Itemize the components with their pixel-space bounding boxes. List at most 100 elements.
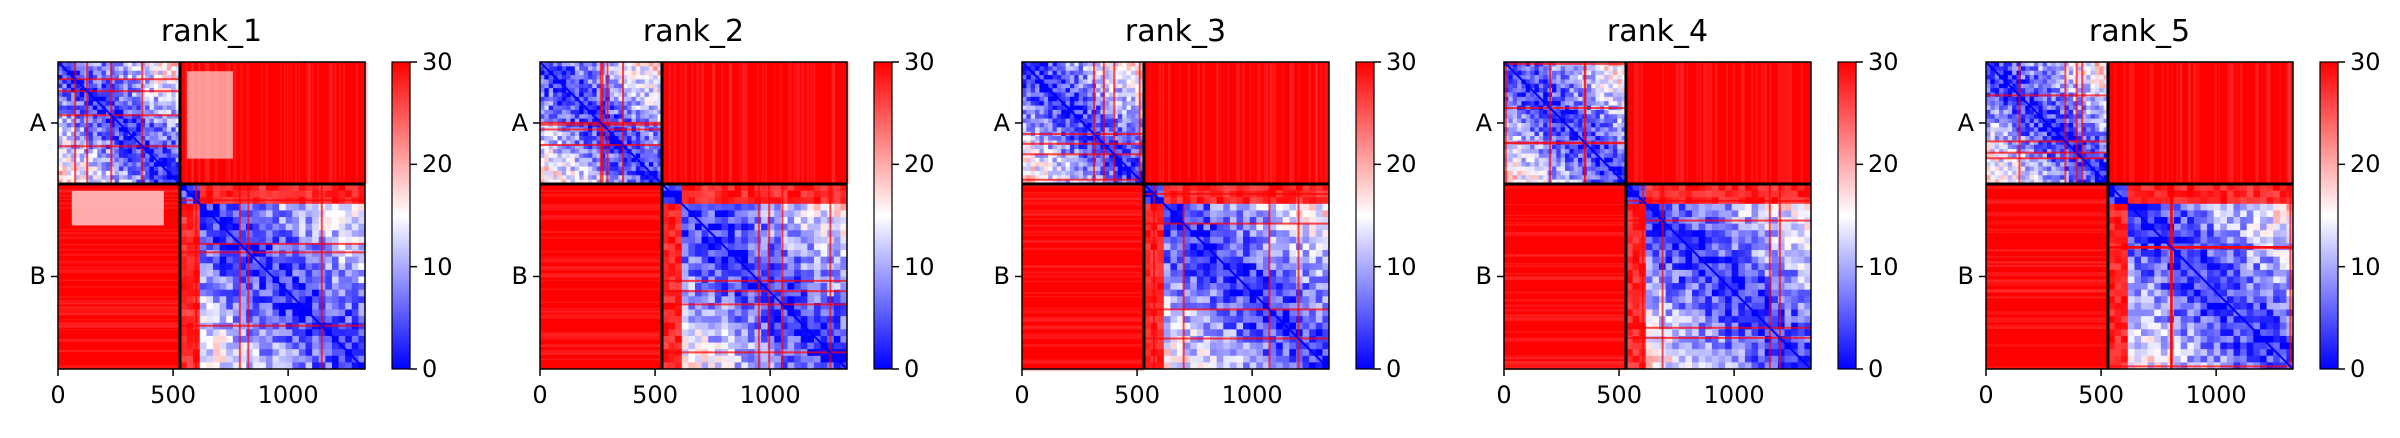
heatmap-cell [1039, 175, 1045, 181]
heatmap-cell [1052, 149, 1058, 154]
error-stripe [781, 183, 784, 369]
heatmap-cell [351, 210, 359, 218]
heatmap-cell [1139, 88, 1145, 93]
heatmap-cell [583, 109, 589, 115]
heatmap-cell [813, 210, 821, 218]
heatmap-cell [587, 131, 593, 137]
heatmap-cell [175, 170, 181, 176]
texture-line [1022, 291, 1144, 294]
heatmap-cell [1190, 283, 1198, 291]
heatmap-cell [833, 250, 841, 258]
heatmap-cell [162, 114, 168, 120]
heatmap-cell [1109, 166, 1114, 172]
heatmap-cell [609, 75, 615, 80]
heatmap-cell [331, 217, 339, 225]
heatmap-cell [1035, 88, 1040, 93]
heatmap-cell [631, 179, 637, 185]
heatmap-cell [570, 88, 576, 93]
heatmap-cell [807, 342, 815, 350]
heatmap-cell [566, 83, 571, 89]
heatmap-cell [232, 283, 240, 291]
heatmap-cell [118, 131, 124, 137]
heatmap-cell [162, 96, 168, 102]
heatmap-cell [1026, 114, 1032, 120]
heatmap-cell [331, 269, 339, 277]
heatmap-cell [226, 263, 234, 271]
heatmap-cell [145, 79, 150, 85]
heatmap-cell [1196, 230, 1204, 238]
heatmap-cell [136, 136, 142, 141]
heatmap-cell [1078, 79, 1084, 85]
heatmap-cell [609, 66, 615, 72]
heatmap-cell [1243, 263, 1251, 271]
heatmap-cell [1236, 322, 1244, 330]
heatmap-cell [1170, 349, 1178, 357]
heatmap-cell [721, 283, 729, 291]
heatmap-cell [688, 296, 696, 304]
heatmap-cell [1216, 302, 1224, 310]
heatmap-cell [1196, 283, 1204, 291]
heatmap-cell [338, 210, 346, 218]
heatmap-cell [1087, 88, 1093, 93]
heatmap-cell [171, 127, 177, 133]
heatmap-cell [1196, 296, 1204, 304]
heatmap-cell [1196, 289, 1204, 297]
heatmap-cell [246, 183, 254, 191]
heatmap-cell [1276, 183, 1284, 191]
heatmap-cell [1122, 114, 1127, 120]
heatmap-cell [226, 203, 234, 211]
heatmap-cell [153, 162, 159, 167]
texture-line [1167, 62, 1170, 184]
heatmap-cell [701, 217, 709, 225]
heatmap-cell [668, 355, 676, 363]
heatmap-cell [351, 289, 359, 297]
heatmap-cell [1170, 342, 1178, 350]
heatmap-cell [1074, 140, 1080, 146]
heatmap-cell [728, 335, 736, 343]
heatmap-cell [97, 140, 102, 146]
heatmap-cell [653, 136, 659, 141]
heatmap-cell [1117, 88, 1123, 93]
heatmap-cell [820, 316, 828, 324]
heatmap-cell [701, 335, 709, 343]
heatmap-cell [570, 101, 576, 106]
heatmap-cell [1203, 210, 1211, 218]
heatmap-cell [1223, 243, 1231, 251]
heatmap-cell [1039, 149, 1045, 154]
heatmap-cell [657, 166, 663, 172]
heatmap-cell [1262, 263, 1270, 271]
heatmap-cell [105, 70, 111, 76]
heatmap-cell [345, 355, 353, 363]
heatmap-cell [840, 203, 848, 211]
heatmap-cell [186, 243, 194, 251]
texture-line [233, 62, 237, 184]
heatmap-cell [1210, 236, 1218, 244]
heatmap-cell [145, 96, 150, 102]
heatmap-cell [1143, 296, 1151, 304]
heatmap-cell [1113, 157, 1119, 163]
heatmap-cell [1322, 349, 1330, 357]
heatmap-cell [1302, 230, 1310, 238]
heatmap-cell [1170, 223, 1178, 231]
heatmap-cell [246, 190, 254, 198]
heatmap-cell [587, 162, 593, 167]
heatmap-cell [596, 144, 602, 150]
heatmap-cell [351, 329, 359, 337]
heatmap-cell [132, 131, 137, 137]
heatmap-cell [71, 70, 76, 76]
heatmap-cell [1143, 217, 1151, 225]
heatmap-cell [1048, 101, 1053, 106]
heatmap-cell [583, 131, 589, 137]
heatmap-cell [1249, 263, 1257, 271]
heatmap-cell [1104, 179, 1110, 185]
heatmap-cell [1126, 70, 1132, 76]
heatmap-cell [114, 92, 120, 98]
heatmap-cell [681, 250, 689, 258]
heatmap-cell [553, 162, 558, 167]
heatmap-cell [1289, 203, 1297, 211]
heatmap-cell [561, 88, 567, 93]
heatmap-cell [149, 79, 155, 85]
heatmap-cell [171, 62, 177, 67]
texture-line [806, 62, 809, 184]
heatmap-cell [583, 140, 589, 146]
